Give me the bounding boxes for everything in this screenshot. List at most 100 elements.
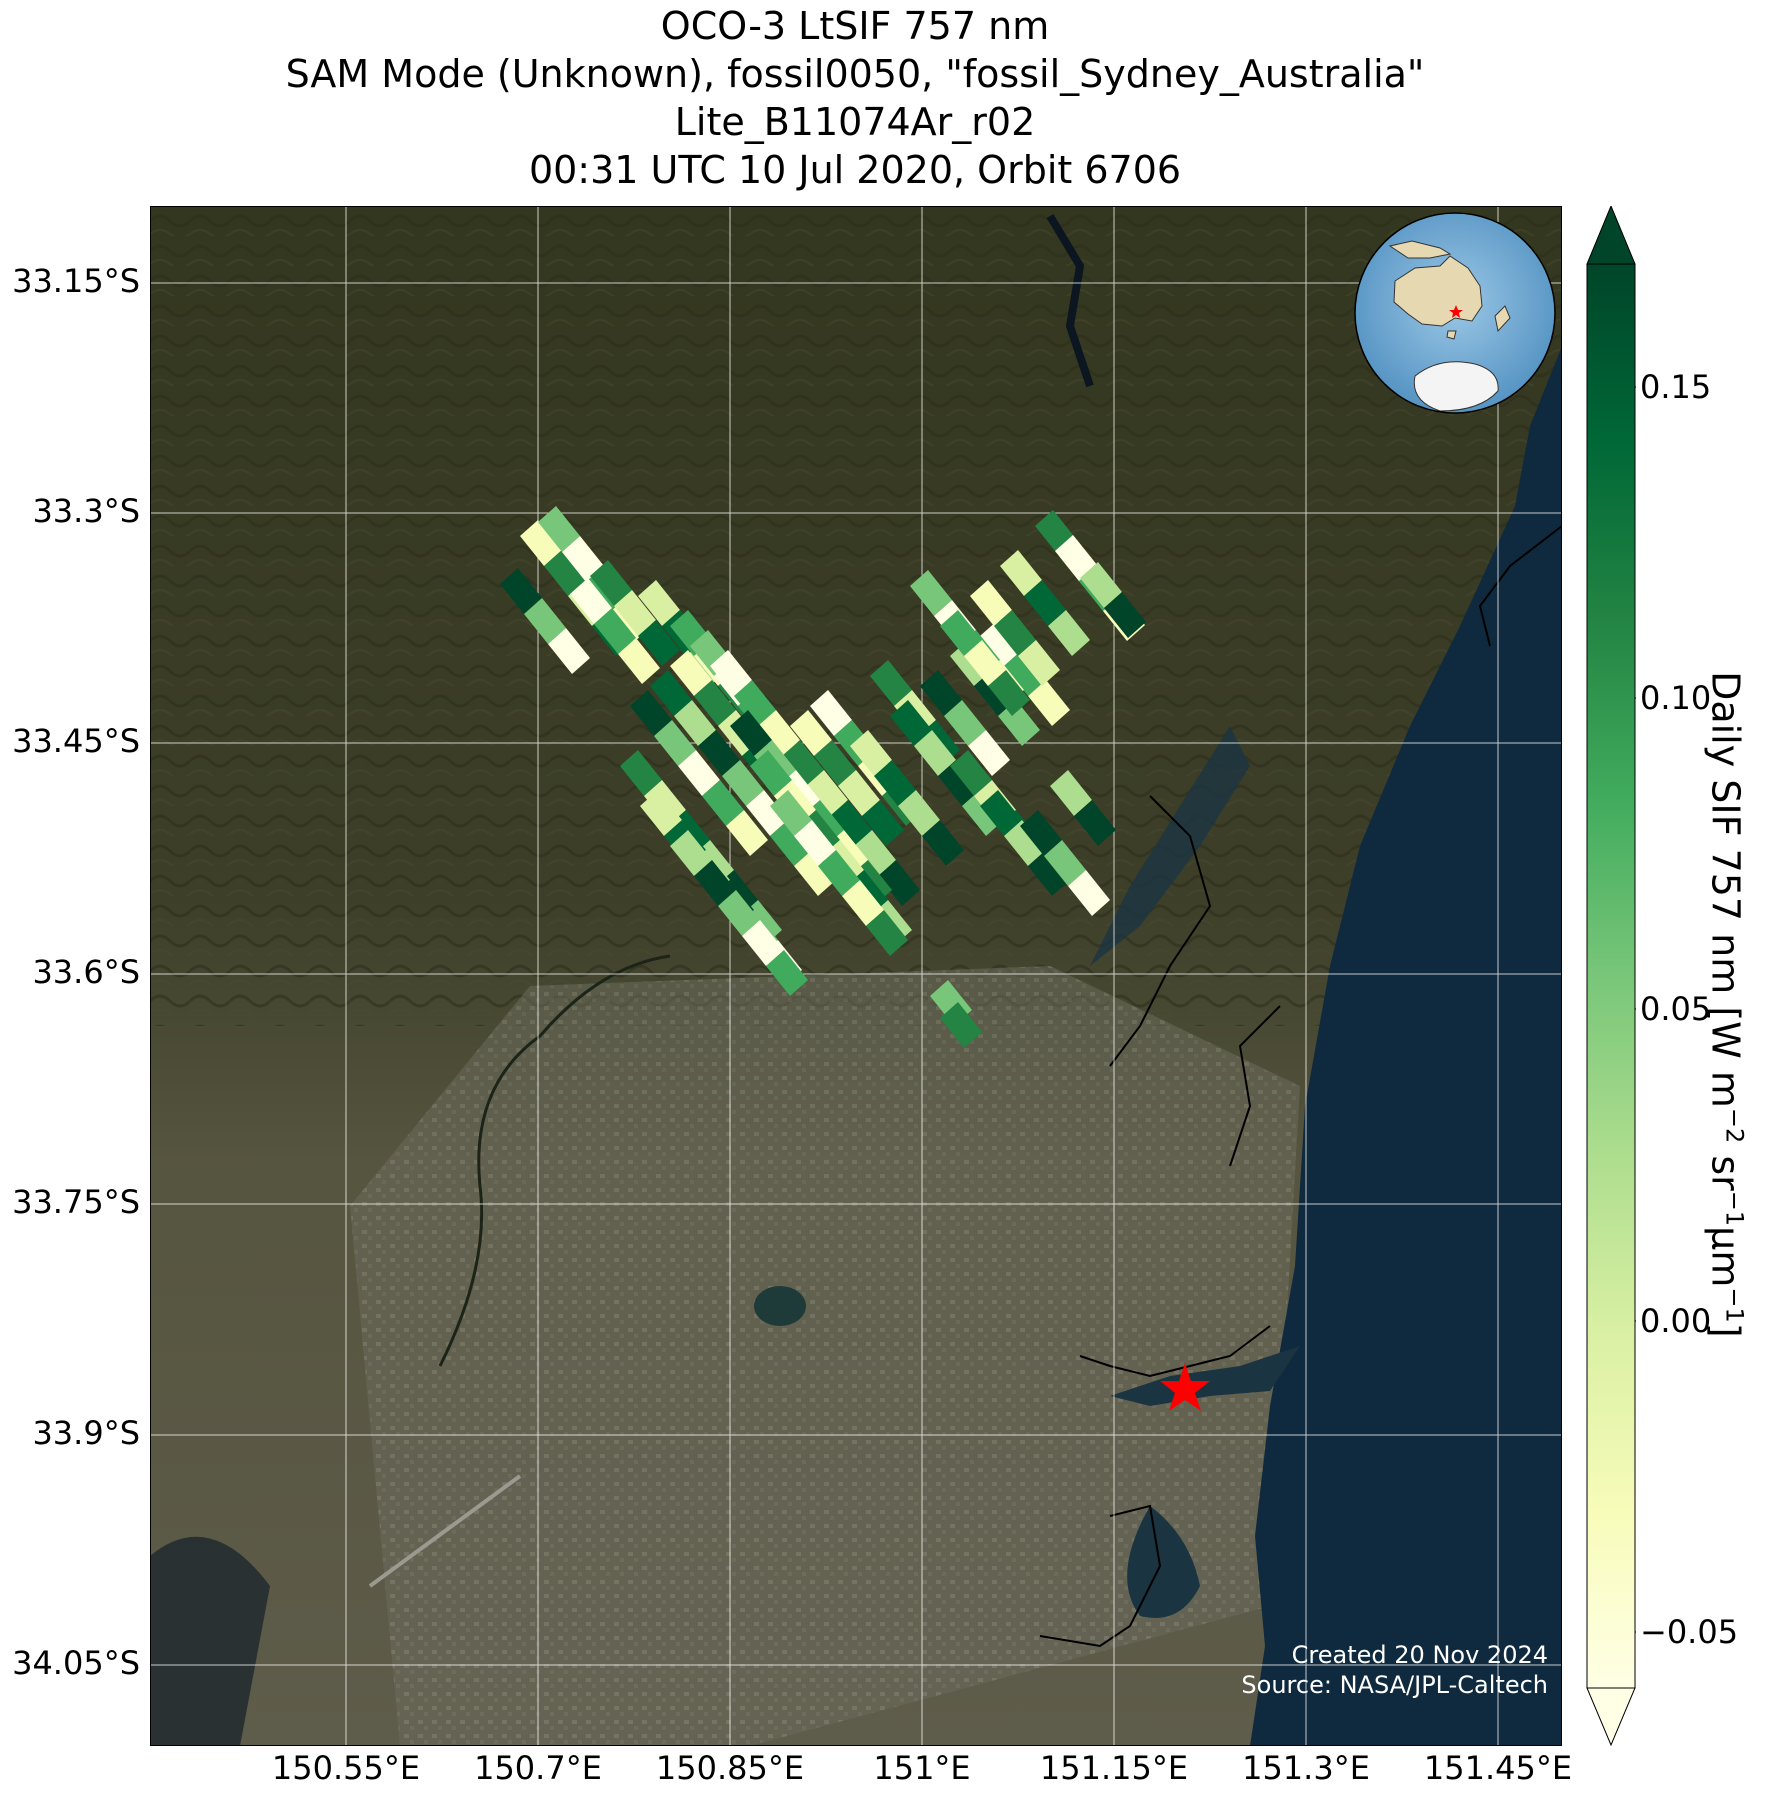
sif-footprint-cell [1080,562,1122,608]
sif-footprint-cell [794,850,836,896]
lon-tick-label: 151.3°E [1242,1749,1370,1787]
sif-footprint-cell [640,790,682,836]
sif-footprint-cell [590,560,632,606]
sif-footprint-cell [654,720,696,766]
colorbar-tick-label: −0.05 [1640,1613,1739,1651]
sif-footprint-cell [718,890,760,936]
sif-footprint-cell [702,780,744,826]
colorbar-title-part: ] [1703,1322,1748,1338]
sif-footprint-cell [544,550,586,596]
sif-footprint-cell [1018,640,1060,686]
lat-tick-label: 33.75°S [12,1183,140,1221]
sif-footprint-cell [794,820,836,866]
sif-footprint-cell [1104,592,1146,638]
sif-footprint-cell [806,770,848,816]
sif-footprint-cell [766,950,808,996]
sif-footprint-cell [968,730,1010,776]
sif-footprint-cell [842,880,884,926]
lat-tick-label: 33.6°S [32,953,140,991]
sif-footprint-cell [614,590,656,636]
inset-globe [1354,212,1556,414]
colorbar-title-part: sr [1703,1143,1748,1191]
sif-footprint-cell [980,620,1022,666]
sif-footprint-cell [570,578,612,624]
sif-footprint-cell [994,610,1036,656]
sif-footprint-cell [726,810,768,856]
sif-footprint-cell [1004,650,1046,696]
sif-footprint-cell [1028,850,1070,896]
colorbar-title-part: µm [1703,1226,1748,1288]
sif-footprint-cell [944,700,986,746]
colorbar-tick-label: 0.05 [1640,990,1712,1028]
sif-footprint-cell [500,568,542,614]
sif-footprint-cell [770,820,812,866]
sif-footprint-cell [814,740,856,786]
sif-footprint-cell [920,670,962,716]
basemap [150,206,1562,1746]
sif-footprint-cell [1024,580,1066,626]
sif-footprint-cell [746,790,788,836]
sif-footprint-cell [1028,680,1070,726]
sif-footprints [500,506,1146,1048]
sif-footprint-cell [742,920,784,966]
sif-footprint-cell [1044,840,1086,886]
lon-tick-label: 150.85°E [655,1749,805,1787]
sif-footprint-cell [594,608,636,654]
sif-footprint-cell [1004,820,1046,866]
sif-footprint-cell [870,660,912,706]
sif-footprint-cell [1068,870,1110,916]
map-panel [150,206,1562,1746]
sif-footprint-cell [670,650,712,696]
inset-star-marker [1449,305,1463,318]
lat-tick-label: 33.15°S [12,262,140,300]
sif-footprint-cell [520,520,562,566]
sif-footprint-cell [910,570,952,616]
map-title-line-2: SAM Mode (Unknown), fossil0050, "fossil_… [285,52,1425,96]
colorbar-title: Daily SIF 757 nm [W m−2 sr−1µm−1] [1704,654,1757,1354]
target-star-marker [1160,1363,1210,1411]
sif-footprint-cell [620,750,662,796]
sif-footprint-cell [962,790,1004,836]
sif-footprint-cell [782,740,824,786]
sif-footprint-cell [790,710,832,756]
sif-footprint-cell [854,830,896,876]
lat-tick-label: 33.9°S [32,1414,140,1452]
sif-footprint-cell [730,710,772,756]
sif-footprint-cell [938,760,980,806]
sif-footprint-cell [698,730,740,776]
sif-footprint-cell [914,730,956,776]
sif-footprint-cell [1050,770,1092,816]
sif-footprint-cell [830,800,872,846]
sif-footprint-cell [750,750,792,796]
sif-footprint-cell [734,680,776,726]
lon-tick-label: 151.15°E [1039,1749,1189,1787]
sif-footprint-cell [810,690,852,736]
sif-footprint-cell [898,790,940,836]
colorbar-title-sup: −2 [1720,1107,1749,1144]
sif-footprint-cell [940,1002,982,1048]
sif-footprint-cell [866,910,908,956]
colorbar-title-sup: −1 [1720,1190,1749,1227]
lat-tick-label: 33.3°S [32,492,140,530]
sif-footprint-cell [850,730,892,776]
colorbar-title-sup: −1 [1720,1287,1749,1323]
sif-footprint-cell [1074,800,1116,846]
sif-footprint-cell [964,640,1006,686]
lon-tick-label: 151°E [873,1749,971,1787]
map-title-line-3: Lite_B11074Ar_r02 [674,100,1036,144]
lon-tick-label: 151.45°E [1423,1749,1573,1787]
sif-footprint-cell [548,628,590,674]
sif-footprint-cell [758,710,800,756]
sif-footprint-cell [770,790,812,836]
sif-footprint-cell [562,536,604,582]
sif-footprint-cell [890,700,932,746]
created-date-credit: Created 20 Nov 2024 [1291,1641,1548,1669]
sif-footprint-cell [670,830,712,876]
sif-footprint-cell [1020,810,1062,856]
sif-footprint-cell [694,860,736,906]
sif-footprint-cell [970,580,1012,626]
source-credit: Source: NASA/JPL-Caltech [1241,1671,1548,1699]
sif-footprint-cell [638,620,680,666]
sif-footprint-cell [980,790,1022,836]
colorbar-title-part: Daily SIF 757 nm [W m [1703,671,1748,1108]
